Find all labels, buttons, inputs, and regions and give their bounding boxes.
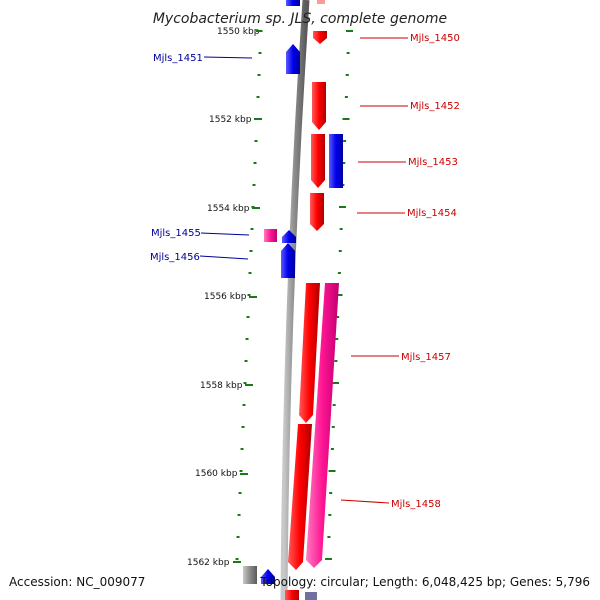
- summary-text: Topology: circular; Length: 6,048,425 bp…: [259, 575, 590, 589]
- leader-mjls-1451: [203, 56, 253, 59]
- tick-label-1562: 1562 kbp: [187, 558, 230, 568]
- map-title: Mycobacterium sp. JLS, complete genome: [153, 11, 447, 27]
- gene-mjls-1458[interactable]: [306, 283, 339, 568]
- outer-tick-marks: [325, 30, 353, 560]
- gene-mjls-1454[interactable]: [310, 193, 324, 231]
- gene-partial-top[interactable]: [286, 0, 300, 6]
- tick-label-1552: 1552 kbp: [209, 115, 252, 125]
- gene-mjls-1455[interactable]: [264, 229, 277, 242]
- tick-label-1554: 1554 kbp: [207, 204, 250, 214]
- gene-partial-top-pale[interactable]: [317, 0, 325, 4]
- gene-mjls-1457-continuation[interactable]: [288, 424, 312, 570]
- tick-label-1556: 1556 kbp: [204, 292, 247, 302]
- tick-label-1550: 1550 kbp: [217, 27, 260, 37]
- label-mjls-1451[interactable]: Mjls_1451: [153, 53, 203, 64]
- gene-mjls-1453[interactable]: [311, 134, 325, 188]
- label-mjls-1450[interactable]: Mjls_1450: [410, 33, 460, 44]
- label-mjls-1454[interactable]: Mjls_1454: [407, 208, 457, 219]
- label-mjls-1453[interactable]: Mjls_1453: [408, 157, 458, 168]
- gene-mjls-1453-partner[interactable]: [329, 134, 343, 188]
- gene-partial-bottom-blue[interactable]: [261, 569, 275, 584]
- label-mjls-1452[interactable]: Mjls_1452: [410, 101, 460, 112]
- tick-label-1560: 1560 kbp: [195, 469, 238, 479]
- gene-partial-bottom-violet[interactable]: [305, 592, 317, 600]
- gene-partial-bottom-grey[interactable]: [243, 566, 257, 584]
- genome-backbone: [280, 0, 310, 600]
- gene-mjls-1450[interactable]: [313, 31, 327, 44]
- leader-mjls-1455: [200, 232, 250, 236]
- gene-mjls-1455-partner[interactable]: [282, 230, 296, 243]
- leader-mjls-1458: [340, 499, 390, 504]
- label-mjls-1456[interactable]: Mjls_1456: [150, 252, 200, 263]
- label-mjls-1455[interactable]: Mjls_1455: [151, 228, 201, 239]
- gene-mjls-1451[interactable]: [286, 44, 300, 74]
- gene-mjls-1452[interactable]: [312, 82, 326, 130]
- label-mjls-1458[interactable]: Mjls_1458: [391, 499, 441, 510]
- gene-mjls-1457[interactable]: [299, 283, 320, 423]
- tick-label-1558: 1558 kbp: [200, 381, 243, 391]
- gene-mjls-1456[interactable]: [281, 243, 295, 278]
- leader-mjls-1456: [199, 255, 249, 260]
- label-mjls-1457[interactable]: Mjls_1457: [401, 352, 451, 363]
- accession-text: Accession: NC_009077: [9, 575, 145, 589]
- gene-partial-bottom-red[interactable]: [285, 590, 299, 600]
